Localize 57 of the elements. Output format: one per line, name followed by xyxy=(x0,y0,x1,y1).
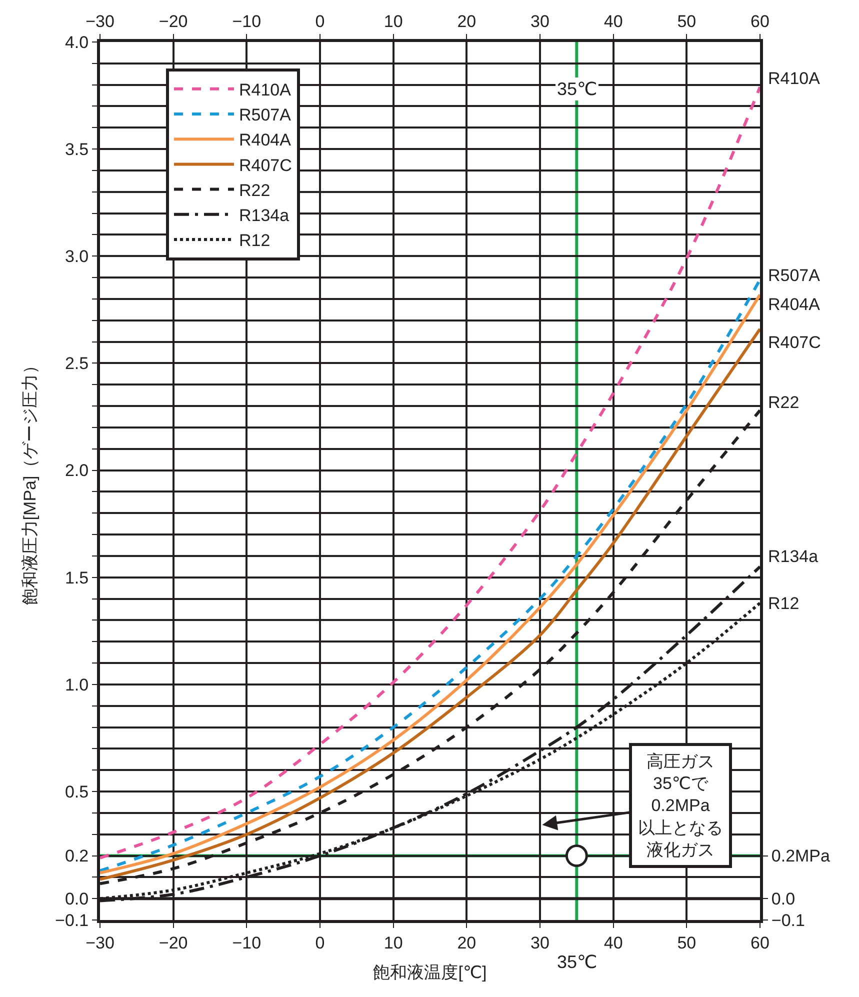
x-tick-label: −20 xyxy=(158,12,188,32)
legend-label: R22 xyxy=(239,180,270,200)
x-tick-label: −10 xyxy=(232,12,262,32)
x-tick-label: 40 xyxy=(604,12,623,32)
x2-tick-label: −30 xyxy=(86,933,114,952)
x-axis-title: 飽和液温度[℃] xyxy=(373,962,487,982)
annotation: 35℃で xyxy=(652,774,709,794)
x-tick-label: 30 xyxy=(530,12,550,32)
x2-tick-label: 0 xyxy=(315,933,325,952)
annotation: 以上となる xyxy=(638,818,723,838)
x2-tick-label: 40 xyxy=(604,933,623,952)
x-tick-label: 60 xyxy=(750,12,770,32)
x-tick-label: −30 xyxy=(86,12,114,32)
y-tick-label: 1.5 xyxy=(64,568,89,588)
legend-label: R507A xyxy=(239,106,292,125)
y2-tick-label: −0.1 xyxy=(771,910,805,930)
x2-tick-label: −10 xyxy=(232,933,262,952)
legend-label: R407C xyxy=(239,156,292,175)
annotation: 液化ガス xyxy=(646,840,714,860)
y-tick-label: 2.0 xyxy=(64,461,89,480)
legend-label: R410A xyxy=(239,80,292,100)
text: R22 xyxy=(768,393,800,412)
ref-line-label: 35℃ xyxy=(557,79,598,99)
annotation: 0.2MPa xyxy=(651,796,710,816)
y-tick-label: 0.2 xyxy=(64,846,89,866)
y-tick-label: 1.0 xyxy=(64,675,89,694)
x2-tick-label: 50 xyxy=(677,933,696,952)
text: R134a xyxy=(768,547,819,566)
y-tick-label: 4.0 xyxy=(64,32,89,52)
x2-tick-label: 30 xyxy=(530,933,550,952)
y2-tick-label: 0.0 xyxy=(771,890,796,909)
legend-label: R404A xyxy=(239,130,292,150)
y-tick-label: 3.0 xyxy=(64,247,89,266)
text: R12 xyxy=(768,594,800,613)
x2-tick-label: −20 xyxy=(158,933,188,952)
x-tick-label: 20 xyxy=(457,12,476,32)
y-tick-label: 2.5 xyxy=(64,354,89,374)
x-tick-label: 0 xyxy=(315,12,325,32)
text: R507A xyxy=(768,266,821,285)
x2-tick-label: 20 xyxy=(457,933,476,952)
legend-label: R12 xyxy=(239,231,270,250)
x2-tick-label: 10 xyxy=(384,933,403,952)
y-tick-label: 0.5 xyxy=(64,782,89,802)
y-axis-title: 飽和液圧力[MPa]（ゲージ圧力） xyxy=(20,356,40,606)
text: R404A xyxy=(768,295,821,314)
x-tick-label: 50 xyxy=(677,12,696,32)
y2-tick-label: 0.2MPa xyxy=(771,846,831,866)
annotation: 高圧ガス xyxy=(646,752,714,771)
text: R410A xyxy=(768,69,821,88)
y-tick-label: −0.1 xyxy=(55,910,89,930)
x2-tick-label: 60 xyxy=(750,933,770,952)
annotation: 35℃ xyxy=(557,952,598,972)
x-tick-label: 10 xyxy=(384,12,403,32)
legend-label: R134a xyxy=(239,206,290,226)
y-tick-label: 3.5 xyxy=(64,140,89,160)
y-tick-label: 0.0 xyxy=(64,890,89,909)
text: R407C xyxy=(768,333,821,352)
